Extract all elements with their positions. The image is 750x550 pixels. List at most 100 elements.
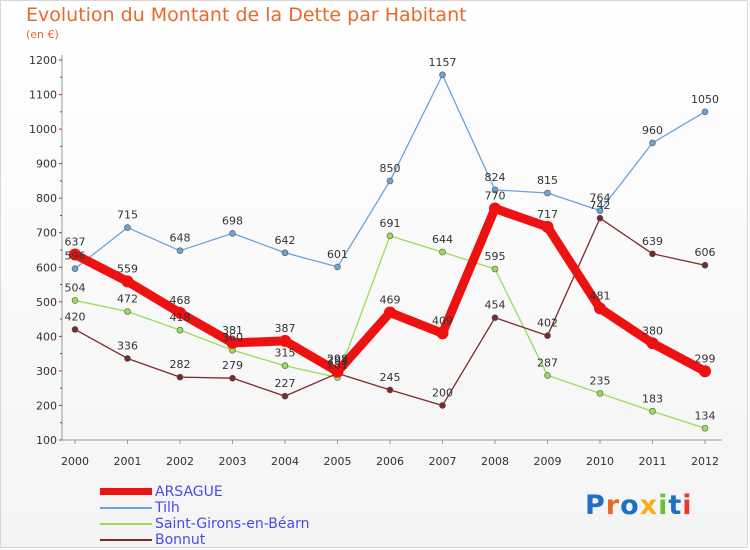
x-tick-label: 2000 [61,455,89,468]
data-point [281,249,289,257]
data-point [649,250,656,258]
data-label: 454 [485,299,506,312]
y-tick-label: 900 [36,158,57,171]
data-label: 409 [432,314,453,327]
data-point [596,390,604,397]
data-point [281,392,289,400]
data-label: 360 [222,331,243,344]
data-label: 698 [222,214,243,227]
data-point [279,334,291,347]
data-point [544,189,551,197]
data-point [701,108,709,116]
logo-letter: i [658,490,669,521]
data-label: 606 [695,246,716,259]
data-point [489,202,501,215]
data-label: 1157 [429,56,457,69]
data-label: 469 [380,294,401,307]
y-tick-label: 1100 [29,89,57,102]
legend-swatch-saint-girons [100,523,152,525]
chart-unit: (en €) [26,28,59,41]
data-label: 770 [485,190,506,203]
data-label: 644 [432,233,453,246]
data-label: 235 [590,374,611,387]
data-label: 691 [380,217,401,230]
logo-letter: P [585,490,606,521]
data-label: 815 [537,174,558,187]
data-point [229,230,236,237]
data-label: 381 [222,324,243,337]
data-label: 200 [432,386,453,399]
data-label: 293 [327,354,348,367]
data-label: 420 [65,310,86,323]
data-point [541,220,554,233]
chart-title: Evolution du Montant de la Dette par Hab… [26,4,467,26]
data-point [334,263,341,271]
y-tick-label: 100 [36,434,57,447]
data-label: 472 [117,292,138,305]
x-tick-label: 2006 [376,455,404,468]
data-label: 183 [642,392,663,405]
logo-letter: x [639,490,659,521]
data-label: 1050 [691,93,719,106]
data-label: 245 [380,371,401,384]
logo-letter: o [620,490,640,521]
data-point [436,327,449,340]
data-label: 281 [327,358,348,371]
data-point [124,224,131,231]
data-label: 601 [327,248,348,261]
legend-label: ARSAGUE [155,484,223,500]
data-point [594,302,606,315]
x-tick-label: 2002 [166,455,194,468]
x-tick-label: 2001 [114,455,142,468]
legend-swatch-tilh [100,507,152,509]
x-tick-label: 2004 [271,455,299,468]
y-tick-label: 300 [36,365,57,378]
data-label: 279 [222,359,243,372]
data-label: 287 [537,356,558,369]
x-tick-label: 2010 [586,455,614,468]
x-tick-label: 2005 [324,455,352,468]
data-point [649,408,656,415]
data-label: 282 [170,358,191,371]
data-point [701,261,709,269]
data-point [491,186,499,194]
data-point [699,365,711,378]
data-label: 336 [117,339,138,352]
data-point [646,337,659,350]
data-label: 418 [170,311,191,324]
data-point [176,373,184,381]
proxiti-logo: Proxiti [585,490,693,521]
data-label: 850 [380,162,401,175]
data-label: 648 [170,232,191,245]
data-point [544,332,551,339]
data-label: 481 [590,289,611,302]
logo-letter: t [668,490,683,521]
data-label: 387 [275,322,296,335]
data-point [544,372,551,379]
data-label: 637 [65,235,86,248]
data-label: 227 [275,377,296,390]
data-point [69,248,81,261]
x-tick-label: 2007 [429,455,457,468]
data-point [386,177,394,185]
data-label: 595 [485,250,506,263]
y-tick-label: 200 [36,399,57,412]
data-point [71,297,79,304]
data-point [331,365,344,378]
data-point [439,248,446,256]
data-point [439,402,446,409]
data-label: 298 [327,353,348,366]
data-point [71,265,79,272]
data-label: 504 [65,281,86,294]
data-point [229,374,236,382]
x-tick-label: 2012 [691,455,719,468]
data-point [176,326,184,334]
logo-letter: r [605,490,621,521]
data-label: 315 [275,347,296,360]
y-tick-label: 1000 [29,123,57,136]
data-point [596,214,604,222]
data-label: 596 [65,250,86,263]
data-label: 402 [537,317,558,330]
legend-swatch-arsague [100,488,152,495]
